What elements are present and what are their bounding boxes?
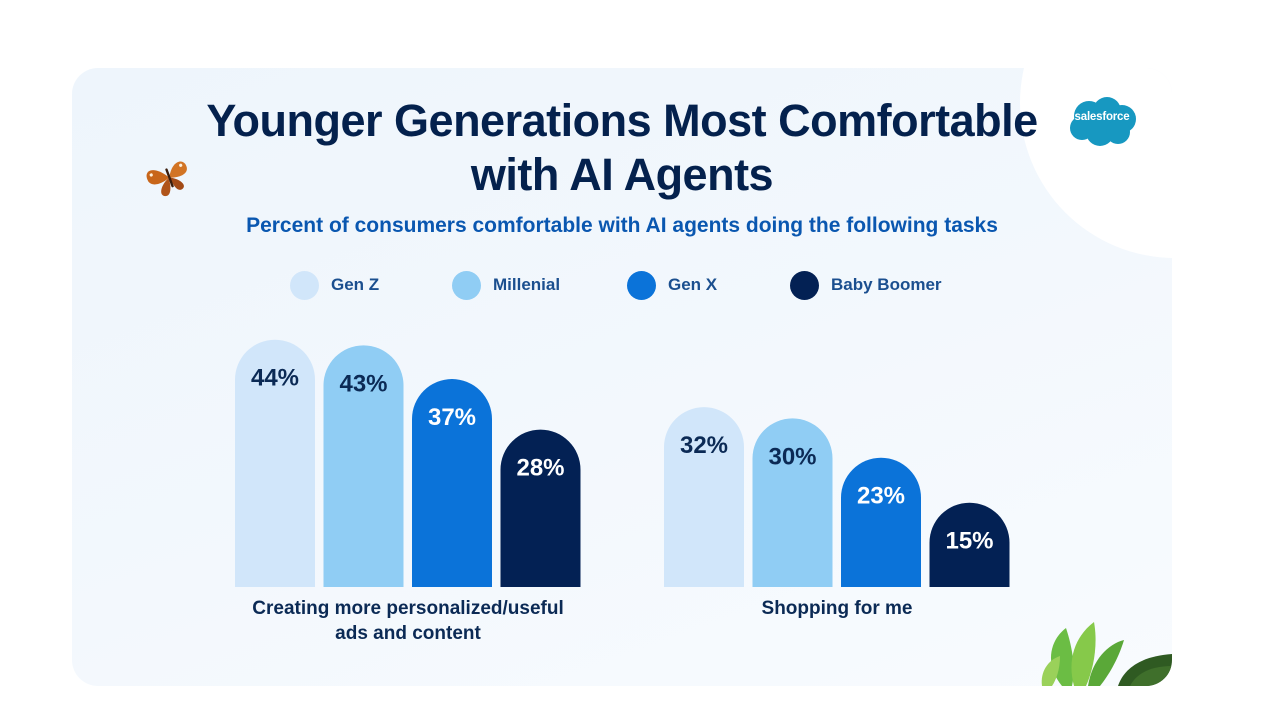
bar-gen-x-shopping [841, 457, 921, 587]
category-label-personalized: Creating more personalized/useful ads an… [218, 596, 598, 646]
bar-millenial-personalized [323, 345, 404, 587]
plant-icon [1041, 622, 1172, 686]
salesforce-logo: salesforce [1062, 94, 1142, 150]
legend-swatch-baby-boomer [790, 270, 819, 300]
bar-baby-boomer-personalized [500, 429, 581, 587]
bar-baby-boomer-shopping [929, 502, 1010, 587]
data-label-gen-x-shopping: 23% [857, 483, 905, 510]
data-label-baby-boomer-shopping: 15% [945, 528, 993, 555]
legend-item-baby-boomer: Baby Boomer [790, 270, 942, 300]
data-label-gen-z-personalized: 44% [251, 365, 299, 392]
legend-item-gen-x: Gen X [627, 270, 717, 300]
data-label-millenial-shopping: 30% [768, 443, 816, 470]
legend-swatch-gen-x [627, 270, 656, 300]
legend-swatch-gen-z [290, 270, 319, 300]
legend-label-baby-boomer: Baby Boomer [831, 275, 942, 294]
data-label-baby-boomer-personalized: 28% [516, 455, 564, 482]
legend-item-millenial: Millenial [452, 270, 560, 300]
legend-label-gen-z: Gen Z [331, 275, 380, 294]
legend-item-gen-z: Gen Z [290, 270, 379, 300]
cloud-icon [1070, 97, 1136, 146]
data-label-gen-x-personalized: 37% [428, 404, 476, 431]
chart-title: Younger Generations Most Comfortable wit… [206, 95, 1038, 200]
legend-swatch-millenial [452, 270, 481, 300]
bar-chart: 44% 43% 37% 28% 32% 30% 23% 15% [235, 339, 1010, 587]
logo-text: salesforce [1074, 111, 1130, 123]
bar-gen-x-personalized [412, 379, 492, 587]
bar-gen-z-personalized [235, 339, 315, 587]
data-label-gen-z-shopping: 32% [680, 432, 728, 459]
data-label-millenial-personalized: 43% [339, 370, 387, 397]
butterfly-icon [146, 161, 187, 197]
category-label-line: Creating more personalized/useful [252, 598, 564, 619]
category-label-line: ads and content [335, 623, 481, 644]
legend-label-millenial: Millenial [493, 275, 561, 294]
chart-subtitle: Percent of consumers comfortable with AI… [246, 214, 998, 237]
infographic-card: salesforce Younger Generations Most Comf… [72, 68, 1172, 686]
legend-label-gen-x: Gen X [668, 275, 718, 294]
bar-millenial-shopping [752, 418, 833, 587]
category-label-line: Shopping for me [761, 598, 913, 619]
bar-gen-z-shopping [664, 407, 744, 587]
category-label-shopping: Shopping for me [647, 596, 1027, 621]
